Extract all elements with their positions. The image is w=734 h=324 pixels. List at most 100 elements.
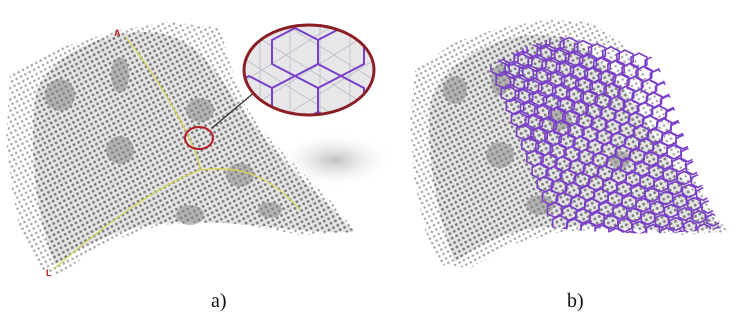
hexagon-cell bbox=[583, 198, 601, 214]
hexagon-cell bbox=[623, 134, 641, 152]
hexagon-cell bbox=[693, 114, 709, 130]
hexagon-cell bbox=[622, 230, 638, 234]
hexagon-cell bbox=[596, 164, 614, 182]
hexagon-cell bbox=[711, 94, 722, 110]
hexagon-cell bbox=[720, 84, 722, 100]
hexagon-cell bbox=[686, 196, 702, 212]
hexagon-cell bbox=[601, 178, 619, 194]
hexagon-cell bbox=[688, 101, 704, 117]
hexagon-cell bbox=[608, 227, 624, 234]
hexagon-cell bbox=[716, 107, 722, 123]
hexagon-cell bbox=[569, 194, 587, 212]
hexagon-cell bbox=[654, 213, 670, 229]
hexagon-cell bbox=[694, 150, 710, 166]
hexagon-cell bbox=[631, 220, 647, 234]
hexagon-cell bbox=[650, 104, 668, 122]
hexagon-cell bbox=[717, 143, 722, 159]
hexagon-cell bbox=[653, 177, 669, 193]
hexagon-cell bbox=[510, 109, 530, 129]
panel-a: A L bbox=[6, 22, 395, 278]
hexagon-cell bbox=[574, 208, 592, 224]
hexagon-cell bbox=[594, 224, 610, 234]
hexagon-cell bbox=[495, 70, 515, 90]
hexagon-cell bbox=[648, 164, 664, 180]
hexagon-cell bbox=[702, 104, 718, 120]
hexagon-cell bbox=[668, 84, 686, 102]
hexagon-cell bbox=[663, 71, 681, 89]
hexagon-cell bbox=[630, 184, 646, 200]
hexagon-cell bbox=[715, 203, 722, 217]
hexagon-cell bbox=[612, 204, 628, 220]
hexagon-cell bbox=[682, 88, 700, 104]
hexagon-cell bbox=[663, 203, 679, 219]
hexagon-cell bbox=[725, 194, 734, 206]
hexagon-cell bbox=[637, 138, 655, 154]
hexagon-cell bbox=[589, 211, 605, 227]
hexagon-cell bbox=[708, 153, 722, 169]
hexagon-cell bbox=[704, 176, 720, 192]
inset-border bbox=[242, 23, 376, 117]
hexagon-cell bbox=[697, 223, 711, 234]
hexagon-cell bbox=[610, 168, 628, 184]
surface-shading bbox=[45, 57, 282, 225]
hexagon-cell bbox=[677, 206, 693, 222]
hexagon-cell bbox=[616, 181, 632, 197]
hexagon-cell bbox=[700, 68, 718, 84]
hexagon-cell bbox=[632, 124, 650, 142]
hexagon-cell bbox=[634, 161, 650, 177]
hexagon-cell bbox=[592, 188, 610, 204]
hexagon-cell bbox=[726, 98, 734, 111]
hexagon-cell bbox=[658, 190, 674, 206]
highlight-ring bbox=[184, 126, 214, 150]
hexagon-cell bbox=[639, 174, 655, 190]
hexagon-cell bbox=[666, 241, 678, 253]
drop-shadow bbox=[275, 132, 395, 188]
hexagon-cell bbox=[646, 128, 664, 144]
hexagon-cell bbox=[699, 163, 715, 179]
hexagon-cell bbox=[619, 158, 637, 174]
hexagon-cell bbox=[652, 238, 665, 250]
hexagon-cell bbox=[661, 131, 677, 147]
panel-b bbox=[410, 20, 734, 268]
hexagon-cell bbox=[662, 167, 678, 183]
hexagon-cell bbox=[645, 223, 661, 234]
hexagon-cell bbox=[635, 197, 651, 213]
hexagon-lattice-icon bbox=[474, 33, 734, 265]
hexagon-cell bbox=[652, 141, 668, 157]
hexagon-cell bbox=[681, 183, 697, 199]
hexagon-cell bbox=[722, 254, 733, 265]
hexagon-cell bbox=[643, 151, 659, 167]
hexagon-cell bbox=[718, 180, 722, 194]
hexagon-cell bbox=[730, 207, 734, 219]
hexagon-cell bbox=[717, 240, 729, 251]
hexagon-cell bbox=[691, 78, 709, 94]
hexagon-cell bbox=[640, 210, 656, 226]
hexagon-cell bbox=[659, 226, 675, 234]
hexagon-cell bbox=[729, 171, 734, 183]
hexagon-cell bbox=[691, 210, 707, 224]
hexagon-cell bbox=[713, 166, 722, 182]
caption-b: b) bbox=[567, 290, 584, 312]
marker-l: L bbox=[46, 268, 52, 278]
hexagon-cell bbox=[694, 247, 706, 259]
hexagon-cell bbox=[724, 158, 734, 170]
hexagon-cell bbox=[708, 250, 720, 261]
hexagon-cell bbox=[578, 184, 596, 202]
hexagon-cell bbox=[688, 233, 702, 234]
hexagon-cell bbox=[621, 194, 637, 210]
hexagon-cell bbox=[560, 204, 578, 222]
hexagon-cell bbox=[698, 127, 714, 143]
hexagon-cell bbox=[707, 117, 722, 133]
hexagon-cell bbox=[587, 174, 605, 192]
curve-right bbox=[199, 168, 301, 211]
hexagon-cell bbox=[672, 61, 690, 79]
hexagon-cell bbox=[677, 74, 695, 92]
hexagon-cell bbox=[657, 154, 673, 170]
hexagon-cell bbox=[649, 200, 665, 216]
hexagon-cell bbox=[715, 71, 722, 87]
hexagon-cell bbox=[703, 140, 719, 156]
hexagon-cell bbox=[676, 170, 692, 186]
hexagon-cell bbox=[706, 81, 722, 97]
hexagon-cell bbox=[580, 221, 596, 234]
hexagon-cell bbox=[672, 193, 688, 209]
